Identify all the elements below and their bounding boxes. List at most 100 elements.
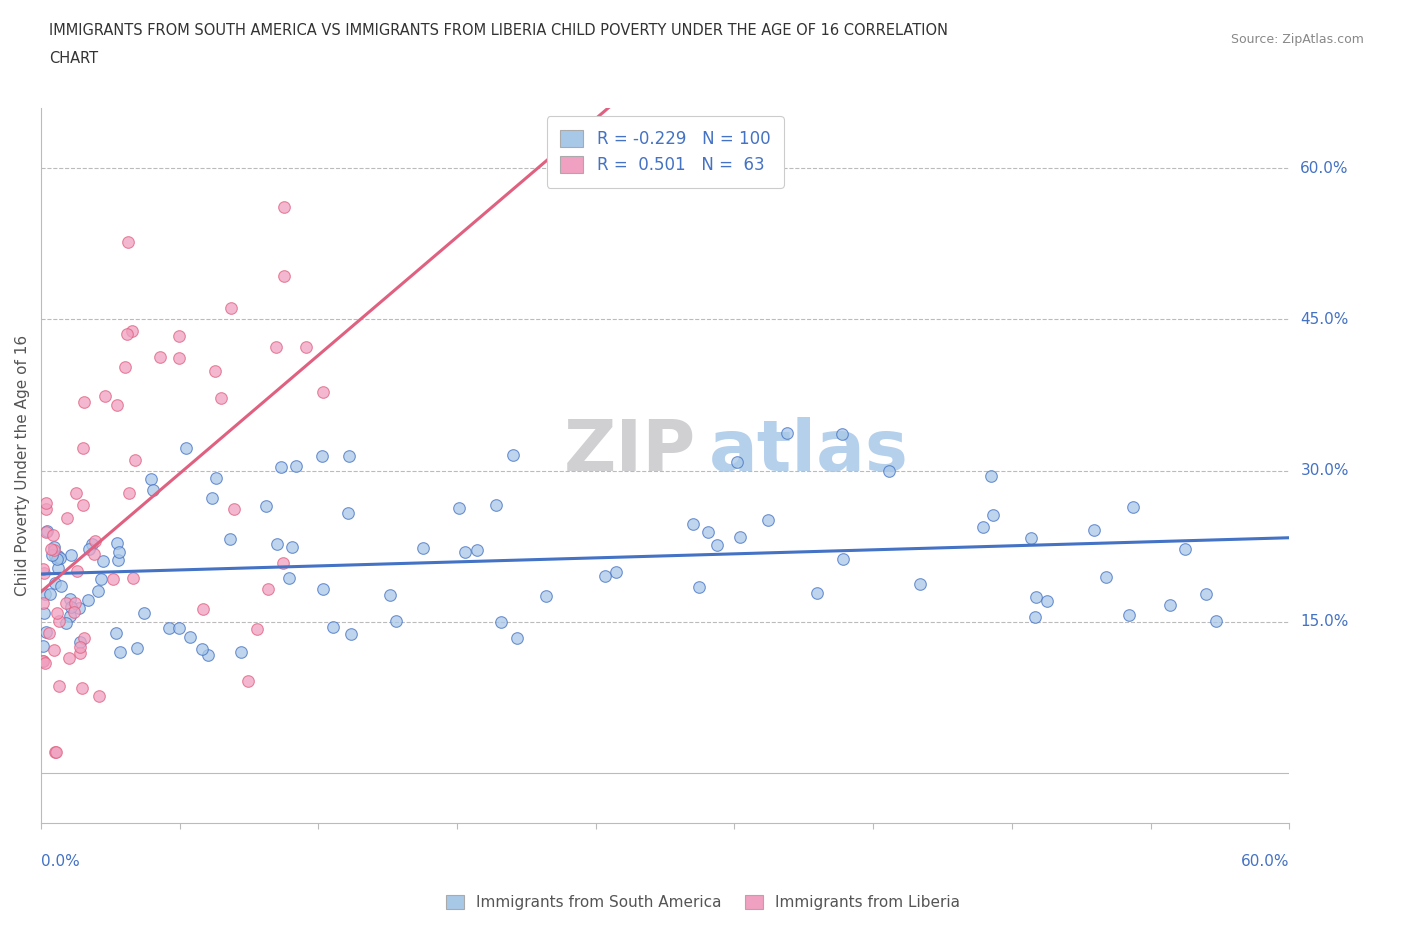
Point — [688, 579, 710, 594]
Point — [38, 586, 60, 601]
Point — [725, 454, 748, 469]
Point — [465, 542, 488, 557]
Text: Source: ZipAtlas.com: Source: ZipAtlas.com — [1230, 33, 1364, 46]
Point — [697, 525, 720, 539]
Point — [84, 534, 107, 549]
Point — [108, 644, 131, 659]
Point — [758, 512, 780, 527]
Point — [385, 613, 408, 628]
Point — [69, 645, 91, 660]
Point — [266, 536, 288, 551]
Point — [972, 519, 994, 534]
Point — [125, 641, 148, 656]
Point — [59, 591, 82, 606]
Point — [91, 553, 114, 568]
Point — [295, 339, 318, 354]
Point — [1095, 569, 1118, 584]
Point — [118, 485, 141, 500]
Point — [46, 561, 69, 576]
Point — [35, 524, 58, 538]
Text: 0.0%: 0.0% — [41, 854, 80, 869]
Point — [1024, 609, 1046, 624]
Point — [124, 453, 146, 468]
Point — [121, 324, 143, 339]
Point — [69, 635, 91, 650]
Point — [94, 389, 117, 404]
Point — [776, 426, 799, 441]
Point — [337, 448, 360, 463]
Point — [132, 605, 155, 620]
Point — [832, 551, 855, 566]
Point — [256, 582, 278, 597]
Point — [79, 542, 101, 557]
Text: atlas: atlas — [709, 417, 908, 485]
Point — [115, 326, 138, 341]
Point — [236, 673, 259, 688]
Point — [908, 577, 931, 591]
Point — [337, 506, 360, 521]
Point — [32, 595, 55, 610]
Point — [60, 548, 83, 563]
Point — [121, 571, 143, 586]
Point — [59, 609, 82, 624]
Point — [41, 548, 63, 563]
Point — [312, 582, 335, 597]
Point — [534, 589, 557, 604]
Point — [35, 525, 58, 539]
Point — [806, 585, 828, 600]
Y-axis label: Child Poverty Under the Age of 16: Child Poverty Under the Age of 16 — [15, 335, 30, 596]
Point — [340, 627, 363, 642]
Point — [378, 587, 401, 602]
Point — [1036, 593, 1059, 608]
Text: 60.0%: 60.0% — [1240, 854, 1289, 869]
Point — [270, 459, 292, 474]
Point — [44, 745, 66, 760]
Point — [45, 551, 67, 566]
Point — [35, 501, 58, 516]
Point — [167, 328, 190, 343]
Point — [682, 516, 704, 531]
Text: 30.0%: 30.0% — [1301, 463, 1348, 478]
Text: CHART: CHART — [49, 51, 98, 66]
Point — [1019, 530, 1042, 545]
Point — [42, 539, 65, 554]
Point — [605, 565, 627, 579]
Point — [1118, 608, 1140, 623]
Point — [256, 498, 278, 513]
Point — [89, 688, 111, 703]
Point — [1122, 499, 1144, 514]
Point — [280, 540, 302, 555]
Point — [506, 631, 529, 645]
Point — [60, 600, 83, 615]
Point — [80, 537, 103, 551]
Point — [42, 527, 65, 542]
Point — [49, 578, 72, 593]
Point — [485, 498, 508, 513]
Point — [491, 615, 513, 630]
Point — [229, 644, 252, 659]
Point — [62, 604, 84, 619]
Point — [72, 498, 94, 512]
Point — [107, 552, 129, 567]
Point — [1205, 614, 1227, 629]
Point — [139, 472, 162, 487]
Point — [204, 471, 226, 485]
Point — [271, 555, 294, 570]
Point — [48, 551, 70, 565]
Point — [56, 511, 79, 525]
Point — [77, 592, 100, 607]
Point — [46, 605, 69, 620]
Point — [72, 440, 94, 455]
Point — [32, 605, 55, 620]
Point — [90, 572, 112, 587]
Point — [42, 643, 65, 658]
Point — [48, 679, 70, 694]
Point — [1083, 523, 1105, 538]
Point — [87, 583, 110, 598]
Point — [1025, 590, 1047, 604]
Point — [449, 500, 471, 515]
Point — [246, 622, 269, 637]
Text: IMMIGRANTS FROM SOUTH AMERICA VS IMMIGRANTS FROM LIBERIA CHILD POVERTY UNDER THE: IMMIGRANTS FROM SOUTH AMERICA VS IMMIGRA… — [49, 23, 948, 38]
Point — [191, 642, 214, 657]
Point — [69, 640, 91, 655]
